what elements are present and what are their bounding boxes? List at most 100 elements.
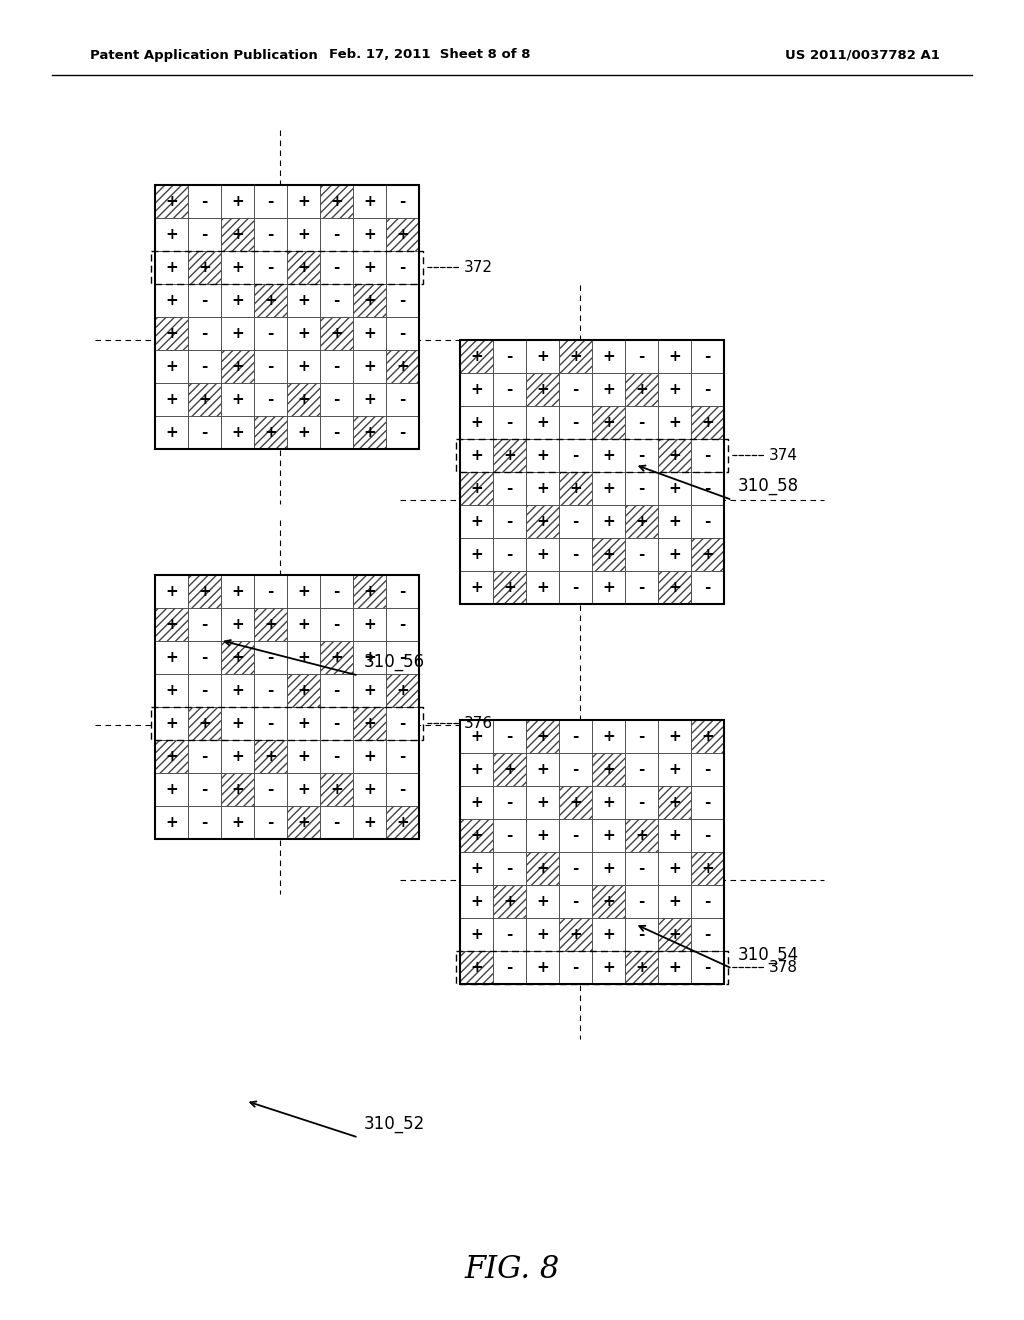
Text: +: + <box>470 480 483 496</box>
Text: +: + <box>569 795 582 810</box>
Bar <box>691 539 724 572</box>
Text: +: + <box>297 616 310 632</box>
Bar <box>691 374 724 407</box>
Text: +: + <box>602 894 614 909</box>
Bar <box>319 416 353 449</box>
Text: +: + <box>569 480 582 496</box>
Bar <box>625 374 658 407</box>
Bar <box>151 251 423 284</box>
Bar <box>353 383 386 416</box>
Text: +: + <box>264 293 276 308</box>
Text: +: + <box>537 447 549 463</box>
Text: -: - <box>202 748 208 764</box>
Bar <box>625 341 658 374</box>
Text: -: - <box>638 762 645 777</box>
Text: +: + <box>297 293 310 308</box>
Bar <box>493 851 526 884</box>
Bar <box>592 950 625 983</box>
Text: +: + <box>602 828 614 843</box>
Text: -: - <box>334 227 340 242</box>
Text: -: - <box>506 546 513 562</box>
Bar <box>559 785 592 818</box>
Bar <box>658 572 691 605</box>
Bar <box>155 350 188 383</box>
Bar <box>287 350 319 383</box>
Text: -: - <box>572 546 579 562</box>
Text: +: + <box>470 762 483 777</box>
Text: -: - <box>399 616 406 632</box>
Bar <box>155 774 188 807</box>
Bar <box>493 785 526 818</box>
Bar <box>526 440 559 473</box>
Bar <box>592 785 625 818</box>
Text: -: - <box>202 326 208 341</box>
Bar <box>592 440 625 473</box>
Bar <box>526 752 559 785</box>
Text: +: + <box>537 894 549 909</box>
Text: +: + <box>701 729 714 744</box>
Bar <box>493 818 526 851</box>
Bar <box>319 576 353 609</box>
Bar <box>456 950 728 983</box>
Text: +: + <box>364 781 376 797</box>
Bar <box>559 473 592 506</box>
Text: -: - <box>638 861 645 876</box>
Text: -: - <box>334 616 340 632</box>
Text: -: - <box>638 546 645 562</box>
Text: -: - <box>334 293 340 308</box>
Text: +: + <box>470 828 483 843</box>
Text: +: + <box>231 814 244 830</box>
Bar <box>460 785 493 818</box>
Bar <box>287 642 319 675</box>
Bar <box>658 341 691 374</box>
Text: +: + <box>198 715 211 731</box>
Text: +: + <box>569 927 582 942</box>
Bar <box>592 917 625 950</box>
Text: +: + <box>668 447 681 463</box>
Bar <box>319 807 353 840</box>
Text: -: - <box>399 715 406 731</box>
Text: -: - <box>267 326 273 341</box>
Bar <box>254 350 287 383</box>
Text: +: + <box>470 894 483 909</box>
Bar <box>254 675 287 708</box>
Bar <box>287 741 319 774</box>
Bar <box>592 851 625 884</box>
Text: -: - <box>572 381 579 397</box>
Bar <box>353 576 386 609</box>
Bar <box>287 807 319 840</box>
Bar <box>493 719 526 752</box>
Text: +: + <box>602 960 614 975</box>
Text: +: + <box>701 414 714 430</box>
Text: +: + <box>364 616 376 632</box>
Bar <box>221 774 254 807</box>
Text: +: + <box>165 649 178 665</box>
Bar <box>559 539 592 572</box>
Text: +: + <box>297 359 310 374</box>
Text: -: - <box>705 960 711 975</box>
Text: +: + <box>330 649 343 665</box>
Text: -: - <box>267 392 273 407</box>
Bar <box>691 506 724 539</box>
Bar <box>287 708 319 741</box>
Text: +: + <box>364 293 376 308</box>
Bar <box>221 741 254 774</box>
Text: -: - <box>267 649 273 665</box>
Bar <box>254 416 287 449</box>
Text: +: + <box>602 861 614 876</box>
Bar <box>658 818 691 851</box>
Text: +: + <box>635 828 648 843</box>
Bar <box>658 851 691 884</box>
Bar <box>460 407 493 440</box>
Bar <box>691 752 724 785</box>
Bar <box>526 473 559 506</box>
Bar <box>559 407 592 440</box>
Bar <box>658 473 691 506</box>
Bar <box>592 473 625 506</box>
Bar <box>526 950 559 983</box>
Text: -: - <box>202 781 208 797</box>
Bar <box>386 741 419 774</box>
Bar <box>526 572 559 605</box>
Text: +: + <box>537 828 549 843</box>
Text: -: - <box>705 828 711 843</box>
